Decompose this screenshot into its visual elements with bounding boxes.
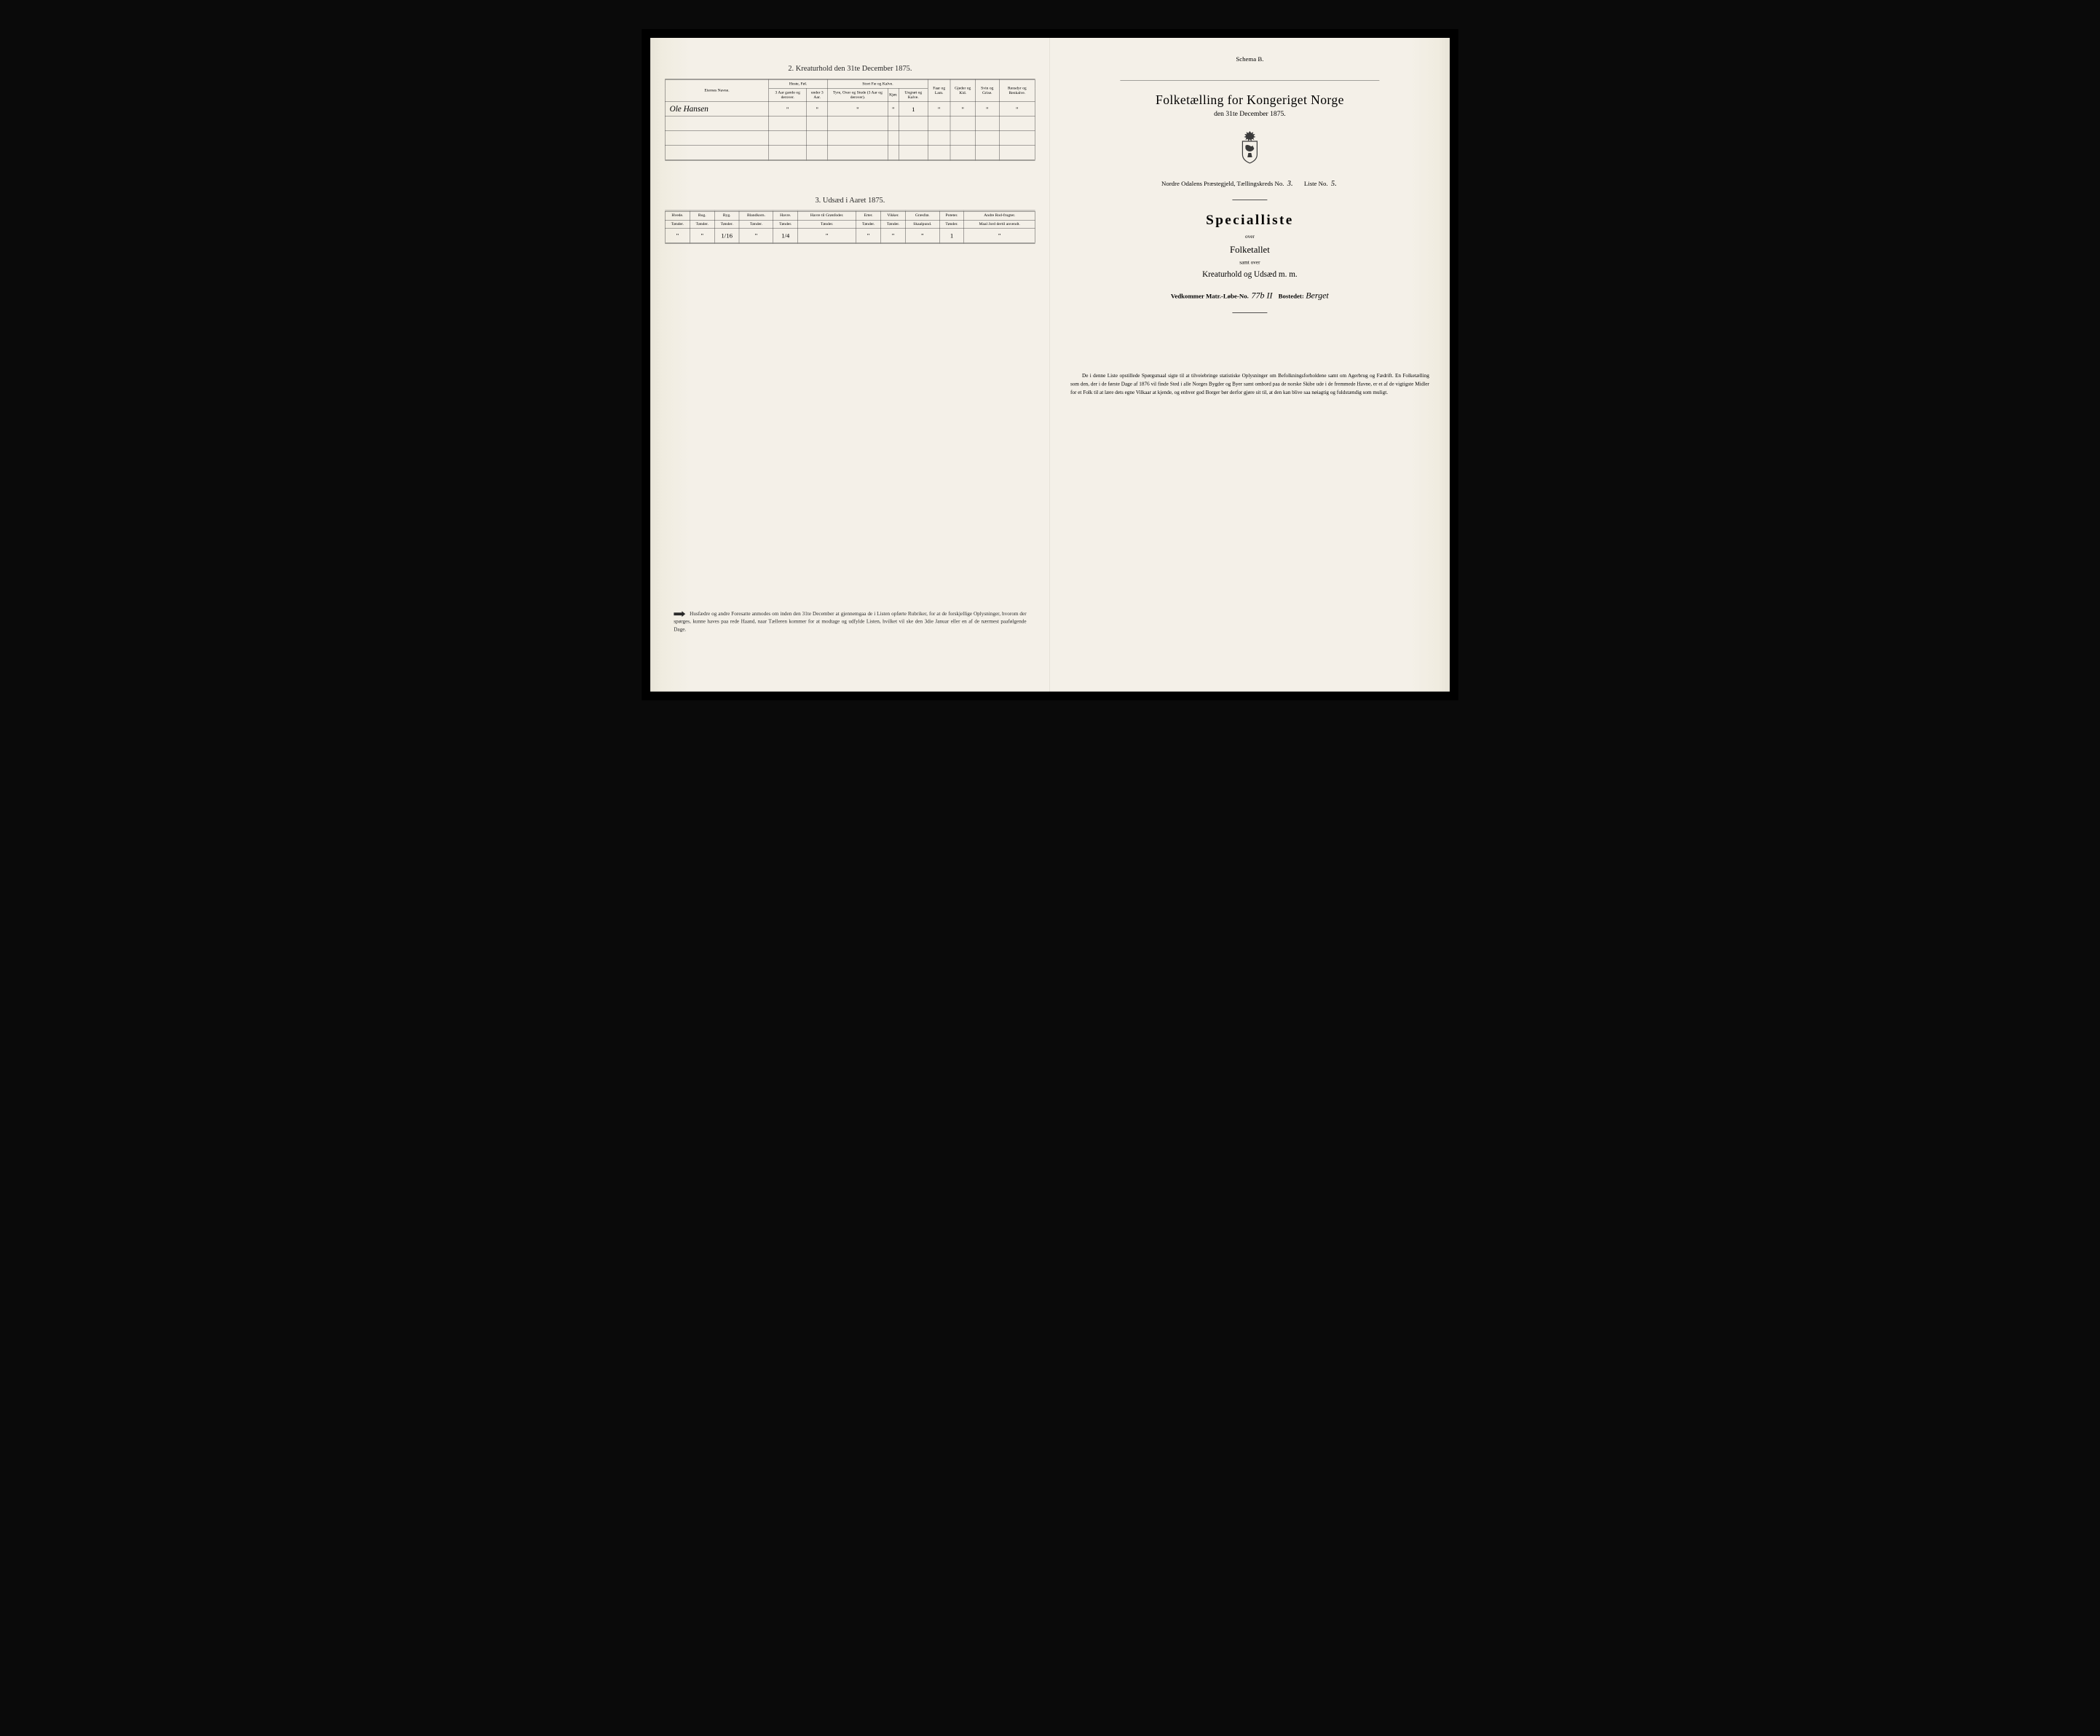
header-hvede: Hvede. xyxy=(665,211,690,221)
matr-no: 77b II xyxy=(1250,291,1274,301)
cell: " xyxy=(807,102,828,117)
special-title: Specialliste xyxy=(1065,212,1435,228)
subheader-fae1: Tyre, Oxer og Stude (3 Aar og derover). xyxy=(828,88,888,102)
coat-of-arms-icon xyxy=(1235,130,1264,165)
cell: " xyxy=(975,102,999,117)
matr-line: Vedkommer Matr.-Løbe-No. 77b II Bostedet… xyxy=(1065,291,1435,301)
bosted: Berget xyxy=(1306,291,1329,301)
unit: Tønder. xyxy=(739,220,773,229)
matr-label2: Bostedet: xyxy=(1279,293,1304,300)
header-havre-gron: Havre til Grønfoder. xyxy=(798,211,856,221)
liste-no: 5. xyxy=(1330,179,1338,188)
matr-label1: Vedkommer Matr.-Løbe-No. xyxy=(1171,293,1249,300)
header-rug: Rug. xyxy=(690,211,714,221)
divider xyxy=(1232,312,1267,313)
unit: Tønder. xyxy=(856,220,881,229)
cell: " xyxy=(690,229,714,243)
table-row: " " 1/16 " 1/4 " " " " 1 " xyxy=(665,229,1035,243)
cell: " xyxy=(888,102,899,117)
main-title: Folketælling for Kongeriget Norge xyxy=(1065,92,1435,107)
pointing-hand-icon xyxy=(674,610,685,618)
header-byg: Byg. xyxy=(714,211,739,221)
unit: Tønder. xyxy=(690,220,714,229)
header-rensdyr: Rensdyr og Renkalve. xyxy=(999,79,1035,102)
subheader-fae2: Kjør. xyxy=(888,88,899,102)
cell: 1/16 xyxy=(714,229,739,243)
cell: " xyxy=(928,102,950,117)
unit: Tønder. xyxy=(665,220,690,229)
unit: Tønder. xyxy=(881,220,906,229)
cell: " xyxy=(769,102,807,117)
section3-title: 3. Udsæd i Aaret 1875. xyxy=(665,196,1035,205)
document-frame: 2. Kreaturhold den 31te December 1875. E… xyxy=(642,29,1458,701)
section2-title: 2. Kreaturhold den 31te December 1875. xyxy=(665,64,1035,73)
left-page: 2. Kreaturhold den 31te December 1875. E… xyxy=(650,38,1050,692)
table-row xyxy=(665,131,1035,146)
footer-note: Husfædre og andre Foresatte anmodes om i… xyxy=(674,609,1026,633)
unit: Tønder. xyxy=(714,220,739,229)
header-gjeder: Gjeder og Kid. xyxy=(950,79,975,102)
header-blandkorn: Blandkorn. xyxy=(739,211,773,221)
district-label1: Præstegjeld, Tællingskreds No. xyxy=(1204,180,1284,187)
date-line: den 31te December 1875. xyxy=(1065,110,1435,118)
subheader-heste2: under 3 Aar. xyxy=(807,88,828,102)
unit: Skaalpund. xyxy=(905,220,939,229)
subheader-heste1: 3 Aar gamle og derover. xyxy=(769,88,807,102)
schema-label: Schema B. xyxy=(1065,55,1435,63)
cell: 1 xyxy=(939,229,964,243)
cell: " xyxy=(798,229,856,243)
header-erter: Erter. xyxy=(856,211,881,221)
header-stort-fae: Stort Fæ og Kalve. xyxy=(828,79,928,89)
header-heste: Heste, Føl. xyxy=(769,79,828,89)
unit: Tønder. xyxy=(773,220,798,229)
unit: Maal Jord dertil anvendt. xyxy=(964,220,1035,229)
cell: 1/4 xyxy=(773,229,798,243)
unit: Tønder. xyxy=(939,220,964,229)
udsaed-table: Hvede. Rug. Byg. Blandkorn. Havre. Havre… xyxy=(665,210,1035,244)
table-row xyxy=(665,146,1035,160)
cell: " xyxy=(950,102,975,117)
cell: 1 xyxy=(899,102,928,117)
district-line: Nordre Odalens Præstegjeld, Tællingskred… xyxy=(1065,179,1435,188)
header-poteter: Poteter. xyxy=(939,211,964,221)
header-vikker: Vikker. xyxy=(881,211,906,221)
header-name: Eiernes Navne. xyxy=(665,79,768,102)
cell: " xyxy=(739,229,773,243)
header-svin: Svin og Grise. xyxy=(975,79,999,102)
cell: " xyxy=(999,102,1035,117)
right-page: Schema B. Folketælling for Kongeriget No… xyxy=(1050,38,1450,692)
cell: " xyxy=(964,229,1035,243)
kreds-no: 3. xyxy=(1286,179,1295,188)
kreaturhold-table: Eiernes Navne. Heste, Føl. Stort Fæ og K… xyxy=(665,79,1035,161)
table-row xyxy=(665,117,1035,131)
header-havre: Havre. xyxy=(773,211,798,221)
district-label2: Liste No. xyxy=(1304,180,1328,187)
paper-spread: 2. Kreaturhold den 31te December 1875. E… xyxy=(650,38,1450,692)
table-row: Ole Hansen " " " " 1 " " " " xyxy=(665,102,1035,117)
header-graesfro: Græsfrø. xyxy=(905,211,939,221)
header-rodfrugter: Andre Rod-frugter. xyxy=(964,211,1035,221)
owner-name: Ole Hansen xyxy=(665,102,768,117)
cell: " xyxy=(828,102,888,117)
unit: Tønder. xyxy=(798,220,856,229)
bottom-paragraph: De i denne Liste opstillede Spørgsmaal s… xyxy=(1065,371,1435,397)
footer-text: Husfædre og andre Foresatte anmodes om i… xyxy=(674,610,1026,632)
subheader-fae3: Ungnøt og Kalve. xyxy=(899,88,928,102)
cell: " xyxy=(881,229,906,243)
cell: " xyxy=(856,229,881,243)
cell: " xyxy=(665,229,690,243)
kreaturhold-title: Kreaturhold og Udsæd m. m. xyxy=(1065,269,1435,279)
samt-over-text: samt over xyxy=(1065,259,1435,265)
district-prefix: Nordre Odalens xyxy=(1161,180,1202,187)
folketallet-title: Folketallet xyxy=(1065,244,1435,255)
over-text: over xyxy=(1065,234,1435,240)
cell: " xyxy=(905,229,939,243)
header-faar: Faar og Lam. xyxy=(928,79,950,102)
